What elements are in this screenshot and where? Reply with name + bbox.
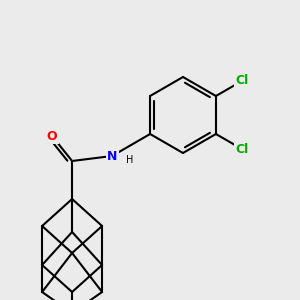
Text: Cl: Cl [235, 142, 248, 155]
Text: O: O [47, 130, 57, 142]
Text: N: N [107, 149, 117, 163]
Text: Cl: Cl [235, 74, 248, 88]
Text: H: H [126, 155, 134, 165]
